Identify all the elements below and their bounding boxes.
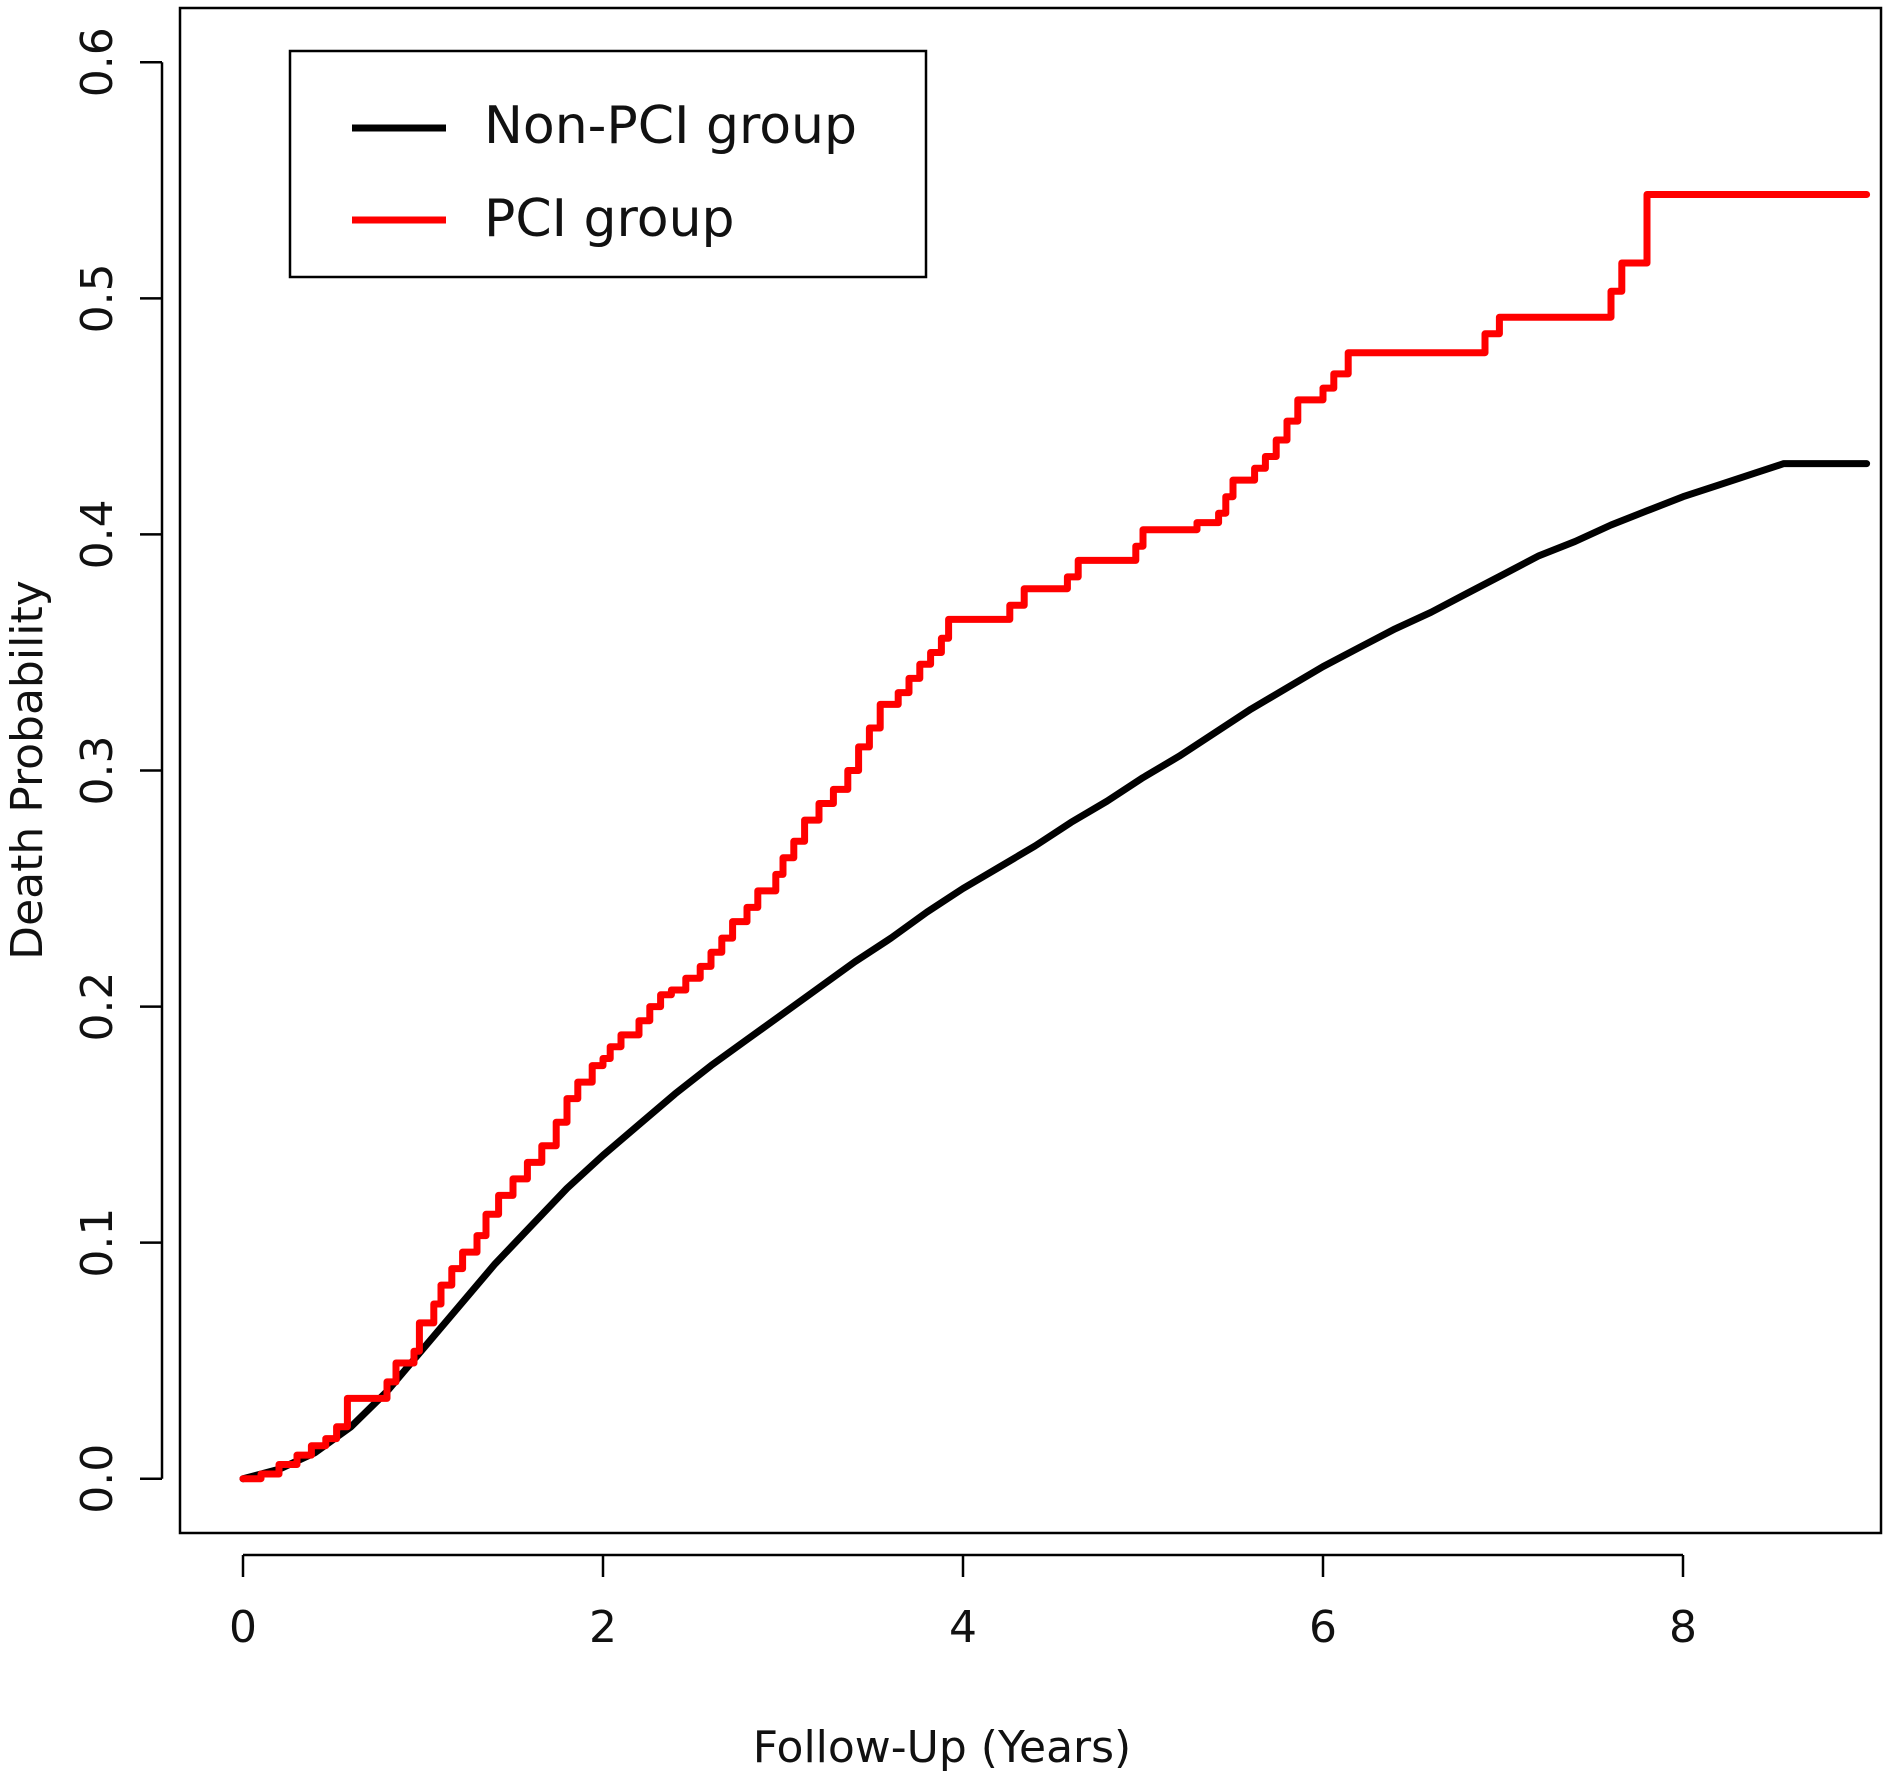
y-axis-label: Death Probability	[2, 580, 53, 960]
x-tick-label: 4	[949, 1602, 977, 1653]
y-tick-label: 0.1	[72, 1208, 123, 1278]
x-tick-label: 6	[1309, 1602, 1337, 1653]
y-tick-label: 0.2	[72, 972, 123, 1042]
y-tick-label: 0.0	[72, 1444, 123, 1514]
legend-label-pci: PCI group	[484, 189, 735, 249]
x-tick-label: 0	[229, 1602, 257, 1653]
legend-box	[288, 49, 928, 279]
series-line-non-pci-group	[239, 460, 1871, 1483]
plot-frame	[178, 6, 1883, 1535]
y-tick-label: 0.4	[72, 499, 123, 569]
x-axis-label: Follow-Up (Years)	[753, 1722, 1131, 1773]
y-tick-label: 0.5	[72, 263, 123, 333]
plot-area	[239, 191, 1871, 1483]
series-line-pci-group	[239, 191, 1871, 1483]
x-axis: 0 2 4 6 8	[229, 1553, 1697, 1653]
x-tick-label: 8	[1669, 1602, 1697, 1653]
x-tick-label: 2	[589, 1602, 617, 1653]
y-tick-label: 0.6	[72, 27, 123, 97]
legend: Non-PCI group PCI group	[288, 49, 928, 279]
y-tick-label: 0.3	[72, 736, 123, 806]
legend-label-non-pci: Non-PCI group	[484, 96, 857, 156]
y-axis: 0.0 0.1 0.2 0.3 0.4 0.5 0.6	[72, 27, 164, 1514]
